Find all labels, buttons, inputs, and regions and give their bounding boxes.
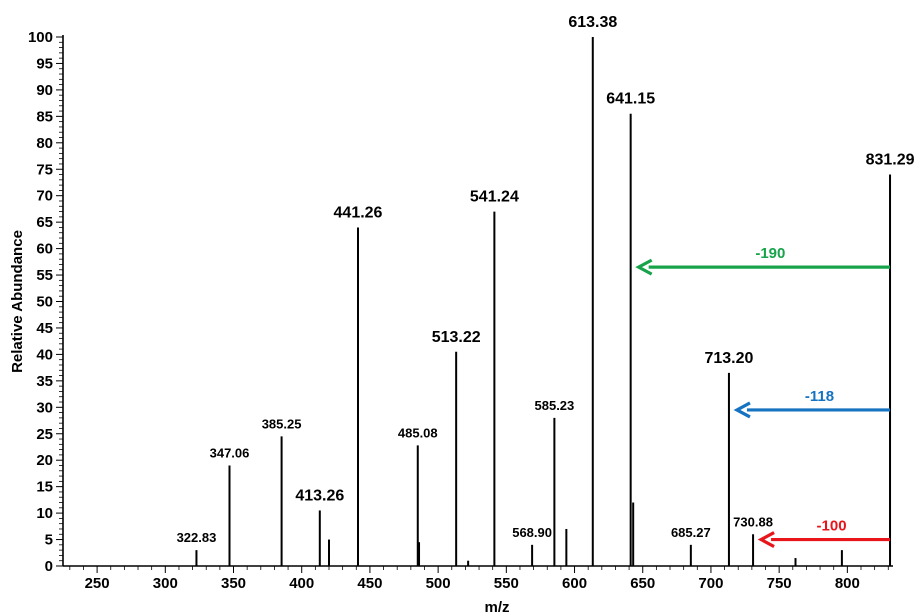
y-tick-label: 70	[36, 188, 53, 205]
axes: 0 5 10 15 20 25 30 35 40 45 50 55 60 65 70 75 80 85 90 95 10…	[28, 29, 893, 592]
arrow-head	[635, 258, 653, 276]
peak-label: 730.88	[733, 514, 773, 529]
x-tick-label: 350	[221, 575, 246, 592]
y-tick-label: 5	[45, 532, 53, 549]
peak-label: 585.23	[535, 398, 575, 413]
x-tick-label: 750	[767, 575, 792, 592]
x-tick-label: 450	[357, 575, 382, 592]
loss-arrow: -100	[757, 518, 891, 548]
x-tick-label: 400	[289, 575, 314, 592]
x-tick-label: 250	[85, 575, 110, 592]
x-tick-label: 650	[630, 575, 655, 592]
arrow-head	[733, 401, 751, 419]
loss-arrow: -118	[733, 388, 891, 419]
peak-label: 322.83	[177, 530, 217, 545]
y-axis-title: Relative Abundance	[9, 230, 26, 373]
peak-label: 347.06	[210, 445, 250, 460]
y-tick-label: 85	[36, 108, 53, 125]
peak-label: 613.38	[568, 14, 617, 31]
peak-label: 685.27	[671, 525, 711, 540]
x-axis-title: m/z	[484, 599, 509, 616]
y-tick-label: 50	[36, 294, 53, 311]
peaks	[195, 37, 892, 566]
y-tick-label: 75	[36, 161, 53, 178]
peak-label: 485.08	[398, 425, 438, 440]
peak-label: 641.15	[606, 91, 655, 108]
loss-arrow: -190	[635, 245, 891, 276]
y-tick-label: 30	[36, 399, 53, 416]
peak-label: 568.90	[512, 525, 552, 540]
peak-label: 831.29	[866, 152, 915, 169]
x-tick-label: 800	[835, 575, 860, 592]
peak-label: 385.25	[262, 416, 302, 431]
x-tick-label: 300	[153, 575, 178, 592]
y-tick-label: 15	[36, 479, 53, 496]
peak-label: 713.20	[704, 350, 753, 367]
y-tick-label: 35	[36, 373, 53, 390]
y-tick-label: 20	[36, 452, 53, 469]
y-tick-label: 45	[36, 320, 53, 337]
arrow-head	[757, 531, 775, 548]
peak-label: 441.26	[334, 204, 383, 221]
x-tick-label: 600	[562, 575, 587, 592]
peak-label: 413.26	[295, 487, 344, 504]
loss-label: -118	[805, 388, 834, 405]
y-tick-label: 90	[36, 82, 53, 99]
y-tick-label: 25	[36, 426, 53, 443]
loss-label: -100	[817, 518, 847, 535]
y-tick-label: 65	[36, 214, 53, 231]
loss-annotations: -190 -118 -100	[635, 245, 891, 548]
y-tick-label: 60	[36, 241, 53, 258]
y-tick-label: 10	[36, 505, 53, 522]
loss-label: -190	[755, 245, 785, 262]
peak-label: 541.24	[470, 189, 519, 206]
y-tick-label: 100	[28, 29, 53, 46]
y-tick-label: 95	[36, 55, 53, 72]
y-tick-label: 55	[36, 267, 53, 284]
peak-label: 513.22	[432, 329, 481, 346]
y-tick-label: 0	[45, 558, 53, 575]
x-tick-label: 550	[494, 575, 519, 592]
y-tick-label: 80	[36, 135, 53, 152]
x-tick-label: 700	[698, 575, 723, 592]
y-tick-label: 40	[36, 346, 53, 363]
x-tick-label: 500	[426, 575, 451, 592]
peak-labels: 322.83 347.06 385.25 413.26 441.26 485.08 513.…	[177, 14, 915, 545]
